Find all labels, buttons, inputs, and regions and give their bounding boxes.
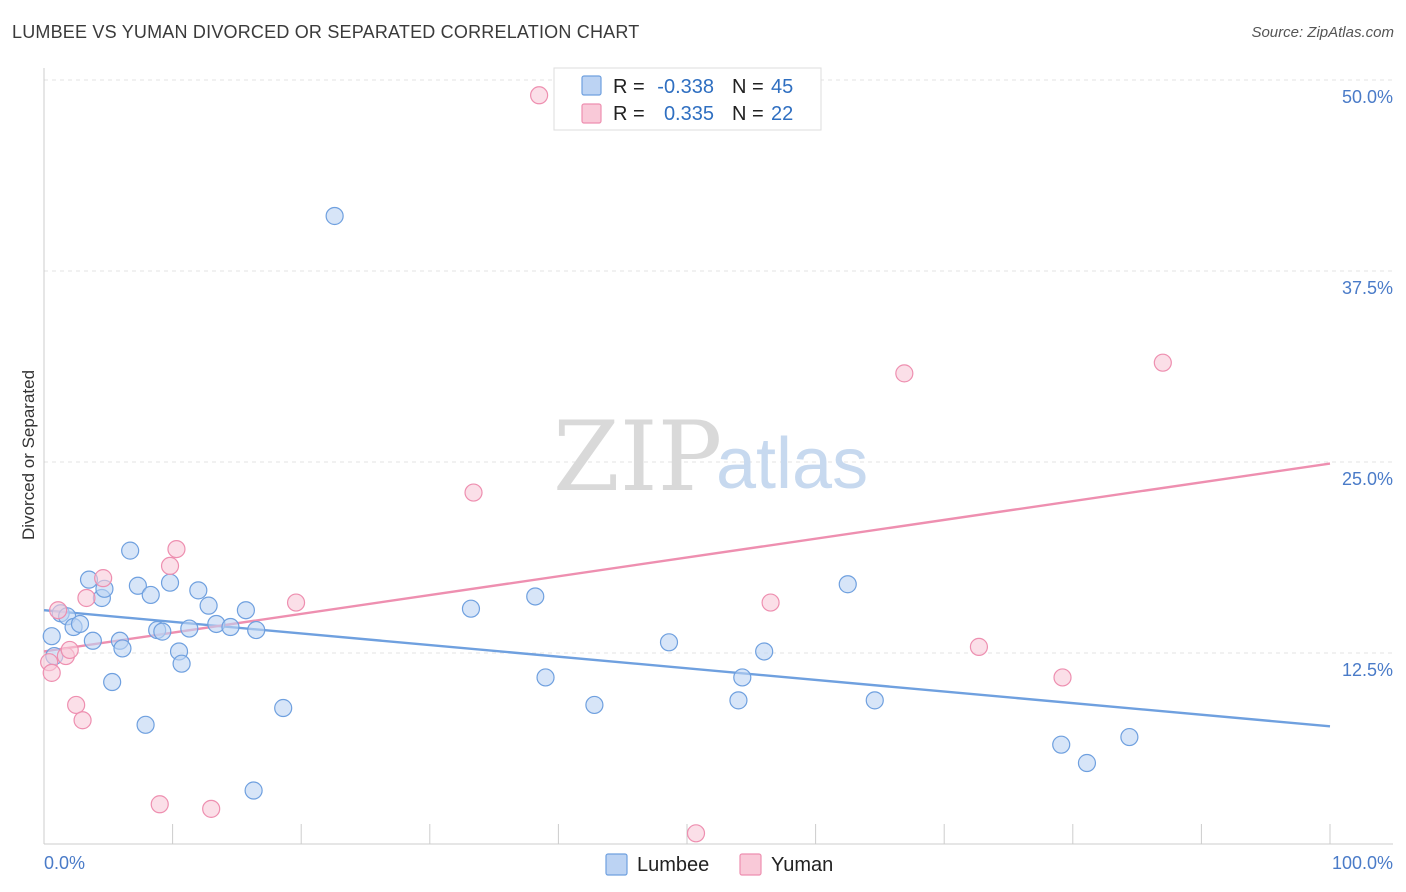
watermark-atlas: atlas: [716, 424, 868, 504]
y-tick-label-3: 50.0%: [1342, 87, 1393, 107]
point-lumbee-40: [838, 575, 857, 594]
point-yuman-16: [686, 824, 706, 843]
stats-r-value-yuman: 0.335: [664, 103, 714, 125]
trend-line-yuman: [43, 462, 1331, 653]
point-lumbee-21: [172, 654, 191, 673]
stats-n-label-yuman: N =: [732, 103, 764, 125]
x-tick-label-max: 100.0%: [1332, 853, 1393, 873]
point-lumbee-5: [70, 614, 90, 634]
y-tick-labels: 12.5% 25.0% 37.5% 50.0%: [1342, 87, 1393, 680]
grid-lines: [44, 79, 1393, 654]
point-lumbee-16: [141, 585, 160, 605]
point-lumbee-42: [1052, 735, 1071, 754]
point-yuman-6: [73, 711, 92, 730]
point-lumbee-37: [729, 691, 748, 710]
stats-legend: R = -0.338 N = 45 R = 0.335 N = 22: [553, 67, 822, 131]
point-lumbee-38: [733, 668, 752, 687]
point-lumbee-26: [221, 617, 240, 637]
data-points: [40, 86, 1172, 843]
series-legend: Lumbee Yuman: [605, 853, 833, 876]
point-lumbee-44: [1120, 727, 1139, 747]
stats-n-value-yuman: 22: [771, 103, 793, 125]
axes: [43, 68, 1393, 845]
stats-swatch-lumbee: [581, 75, 602, 96]
point-lumbee-18: [153, 622, 172, 641]
y-axis-title: Divorced or Separated: [19, 370, 38, 540]
chart-title: LUMBEE VS YUMAN DIVORCED OR SEPARATED CO…: [12, 22, 640, 42]
point-lumbee-27: [236, 601, 256, 620]
source-credit: Source: ZipAtlas.com: [1251, 24, 1394, 41]
y-tick-label-0: 12.5%: [1342, 660, 1393, 680]
legend-label-yuman: Yuman: [771, 854, 833, 876]
y-tick-label-1: 25.0%: [1342, 469, 1393, 489]
point-yuman-18: [895, 364, 914, 383]
point-lumbee-43: [1077, 753, 1097, 773]
stats-r-value-lumbee: -0.338: [657, 76, 714, 98]
point-lumbee-22: [180, 619, 199, 638]
point-yuman-12: [202, 799, 221, 818]
point-yuman-19: [969, 637, 989, 656]
point-yuman-14: [464, 483, 483, 502]
point-yuman-21: [1153, 353, 1172, 372]
point-yuman-4: [60, 640, 79, 660]
stats-r-label-lumbee: R =: [613, 76, 645, 98]
point-yuman-13: [286, 593, 306, 612]
watermark: ZIP atlas: [553, 401, 868, 513]
point-lumbee-35: [585, 695, 604, 715]
point-lumbee-31: [325, 206, 344, 226]
point-yuman-9: [150, 795, 169, 814]
point-yuman-2: [49, 601, 68, 620]
point-lumbee-10: [103, 672, 122, 692]
point-yuman-17: [761, 593, 780, 612]
point-lumbee-14: [128, 576, 147, 595]
stats-r-label-yuman: R =: [613, 103, 645, 125]
x-tick-label-min: 0.0%: [44, 853, 85, 873]
stats-swatch-yuman: [581, 103, 602, 124]
point-yuman-15: [530, 86, 549, 105]
point-lumbee-23: [189, 581, 208, 600]
legend-swatch-yuman: [739, 853, 762, 876]
point-lumbee-12: [113, 639, 132, 658]
point-lumbee-7: [83, 631, 102, 650]
legend-label-lumbee: Lumbee: [637, 854, 709, 876]
point-lumbee-13: [121, 541, 140, 560]
legend-swatch-lumbee: [605, 853, 628, 876]
point-lumbee-0: [42, 627, 61, 646]
y-tick-label-2: 37.5%: [1342, 278, 1393, 298]
point-yuman-10: [160, 556, 180, 576]
point-yuman-20: [1053, 668, 1072, 687]
point-lumbee-19: [160, 573, 180, 592]
point-yuman-7: [77, 588, 96, 608]
point-lumbee-39: [755, 642, 774, 661]
point-lumbee-28: [244, 781, 263, 800]
point-lumbee-24: [199, 596, 218, 615]
point-yuman-8: [94, 569, 113, 588]
point-lumbee-30: [274, 698, 293, 718]
point-lumbee-15: [136, 715, 155, 734]
point-yuman-1: [42, 663, 61, 682]
point-yuman-5: [67, 695, 86, 715]
point-lumbee-33: [526, 587, 545, 606]
point-lumbee-29: [247, 620, 266, 640]
point-yuman-11: [167, 539, 186, 559]
point-lumbee-41: [865, 691, 884, 710]
point-lumbee-34: [536, 668, 555, 687]
stats-n-label-lumbee: N =: [732, 76, 764, 98]
point-lumbee-32: [461, 599, 481, 618]
point-lumbee-36: [659, 633, 679, 652]
watermark-zip: ZIP: [553, 401, 722, 513]
stats-n-value-lumbee: 45: [771, 76, 793, 98]
